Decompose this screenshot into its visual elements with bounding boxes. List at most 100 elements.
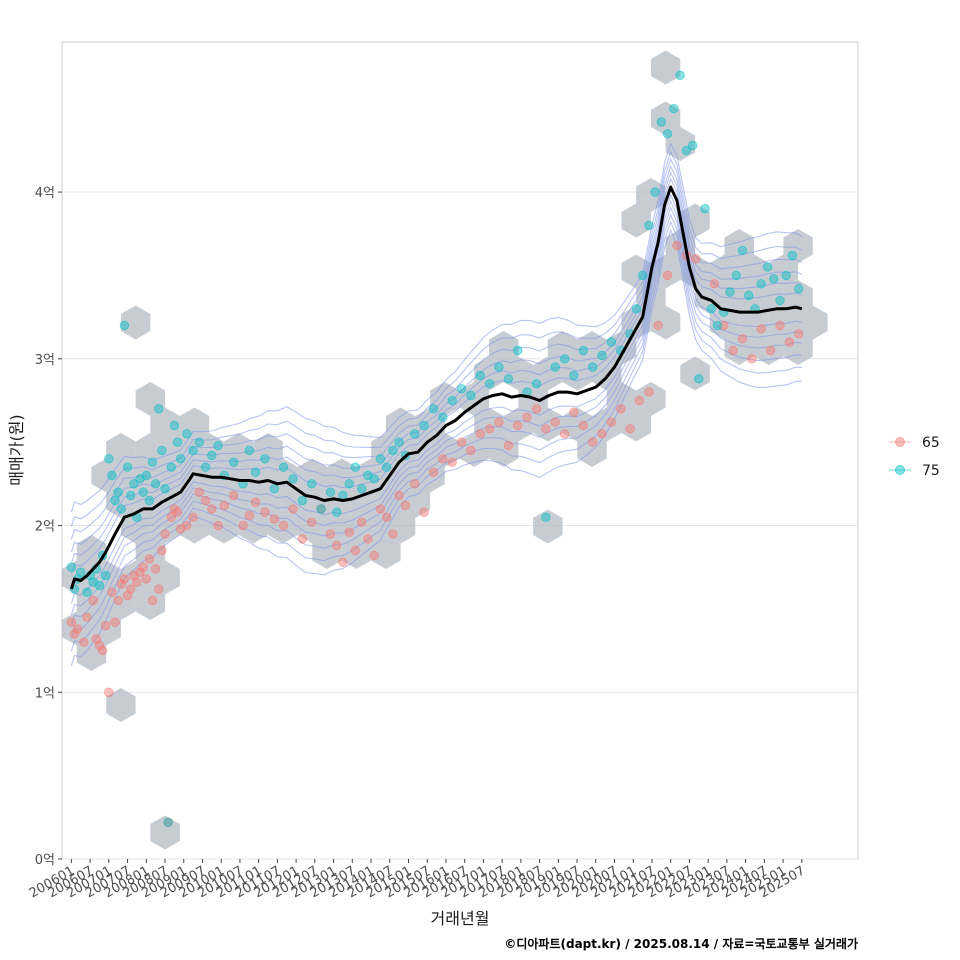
hexbin-cell: [724, 229, 754, 263]
data-point: [107, 587, 117, 597]
data-point: [550, 417, 560, 427]
hexbin-cell: [650, 50, 681, 85]
data-point: [428, 467, 439, 477]
hexbin-cell: [341, 535, 372, 569]
data-point: [163, 817, 173, 828]
data-point: [250, 467, 261, 477]
data-point: [369, 550, 379, 561]
data-point: [513, 345, 523, 356]
data-point: [132, 577, 142, 587]
density-contour: [70, 177, 802, 575]
data-point: [269, 514, 280, 524]
data-point: [338, 557, 348, 567]
data-point: [357, 484, 367, 494]
data-point: [207, 450, 217, 461]
data-point: [653, 320, 663, 331]
hexbin-cell: [120, 305, 151, 340]
density-contour: [70, 200, 802, 615]
data-point: [709, 279, 720, 289]
hexbin-cell: [606, 382, 637, 416]
data-point: [569, 370, 579, 381]
density-contours: [70, 142, 803, 666]
data-point: [297, 495, 308, 506]
data-point: [744, 290, 754, 301]
data-point: [125, 490, 136, 501]
data-point: [344, 527, 354, 537]
data-point: [344, 479, 354, 489]
density-contour: [70, 164, 803, 553]
data-point: [400, 500, 411, 511]
data-point: [147, 595, 158, 606]
hexbin-cell: [400, 484, 431, 518]
data-point: [125, 584, 136, 594]
data-point: [747, 354, 757, 364]
data-point: [569, 407, 579, 417]
data-point: [503, 440, 514, 451]
caption: ©디아파트(dapt.kr) / 2025.08.14 / 자료=국토교통부 실…: [504, 936, 858, 951]
data-point: [494, 417, 504, 427]
data-point: [369, 474, 379, 484]
data-point: [606, 417, 617, 427]
data-point: [494, 362, 504, 372]
data-point: [147, 457, 158, 467]
series-65: [66, 240, 804, 828]
data-point: [200, 495, 211, 506]
data-point: [410, 429, 420, 439]
data-point: [238, 520, 248, 531]
data-point: [172, 437, 183, 447]
data-point: [110, 495, 120, 506]
data-point: [644, 387, 654, 397]
data-point: [388, 529, 398, 539]
data-point: [541, 424, 551, 434]
hexbin-cell: [489, 331, 519, 365]
trend-line-layer: [69, 185, 803, 590]
hexbin-cell: [547, 331, 578, 365]
data-point: [169, 420, 180, 431]
data-point: [672, 240, 682, 251]
hexbin-cell: [783, 229, 813, 263]
data-point: [150, 564, 161, 574]
data-point: [731, 270, 742, 281]
data-point: [113, 487, 123, 497]
data-point: [288, 474, 298, 484]
data-point: [113, 595, 123, 606]
data-point: [288, 504, 298, 514]
data-point: [154, 584, 164, 594]
data-point: [475, 370, 486, 381]
data-point: [154, 404, 164, 414]
data-point: [388, 445, 398, 456]
y-axis: 0억 1억 2억 3억 4억: [35, 186, 62, 868]
data-point: [550, 362, 560, 372]
data-point: [150, 479, 161, 489]
hexbin-cell: [489, 433, 519, 467]
data-point: [269, 484, 280, 494]
data-point: [332, 540, 342, 551]
data-point: [787, 250, 798, 261]
data-point: [82, 612, 92, 622]
hexbin-cell: [680, 356, 710, 391]
y-axis-title: 매매가(원): [7, 414, 26, 485]
data-point: [381, 462, 392, 472]
hexbin-cell: [76, 637, 107, 671]
data-point: [207, 504, 217, 514]
data-point: [188, 512, 198, 522]
data-point: [775, 295, 785, 306]
data-point: [94, 640, 105, 651]
hexbin-cell: [209, 509, 239, 544]
data-point: [662, 270, 673, 281]
data-point: [428, 404, 439, 414]
hexbin-cell: [709, 305, 740, 340]
data-point: [419, 507, 429, 517]
data-point: [794, 284, 804, 294]
data-point: [503, 374, 514, 384]
data-point: [756, 324, 766, 334]
hexbin-cell: [150, 407, 180, 442]
hexbin-cell: [533, 407, 563, 442]
data-point: [172, 507, 183, 517]
data-point: [141, 574, 152, 584]
data-point: [597, 350, 607, 361]
hexbin-cell: [459, 382, 489, 416]
data-point: [765, 345, 776, 356]
data-point: [297, 534, 308, 544]
data-point: [769, 274, 779, 284]
